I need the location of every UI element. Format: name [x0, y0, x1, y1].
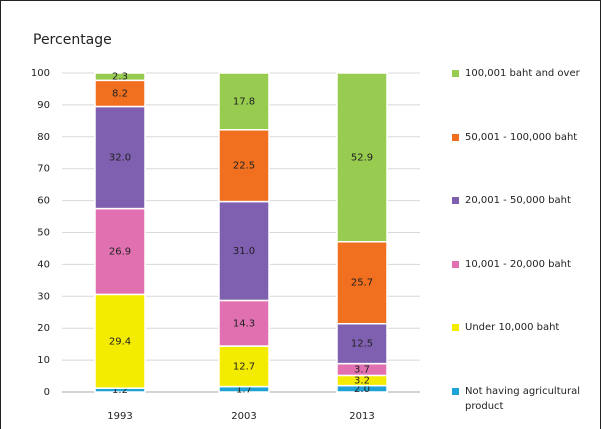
y-tick-label: 100: [31, 68, 50, 79]
bar-segment: [336, 241, 388, 325]
legend: Not having agricultural product Under 10,…: [452, 0, 601, 429]
y-tick-label: 30: [37, 291, 50, 302]
y-tick-label: 20: [37, 323, 50, 334]
legend-swatch: [452, 197, 459, 204]
data-label: 2.0: [354, 384, 370, 395]
legend-item: 50,001 - 100,000 baht: [452, 130, 597, 145]
x-tick-label: 2013: [349, 411, 374, 422]
data-label: 1.7: [236, 384, 252, 395]
data-label: 17.8: [233, 96, 255, 107]
legend-swatch: [452, 387, 459, 395]
data-label: 31.0: [233, 246, 255, 257]
legend-label: 20,001 - 50,000 baht: [465, 195, 571, 206]
legend-label: Not having agricultural product: [465, 385, 580, 412]
data-label: 12.7: [233, 361, 255, 372]
data-label: 25.7: [351, 278, 373, 289]
legend-item: 10,001 - 20,000 baht: [452, 257, 597, 272]
bar-segment: [94, 207, 146, 296]
y-tick-label: 50: [37, 228, 50, 239]
data-label: 1.2: [112, 385, 128, 396]
x-tick-label: 1993: [107, 411, 132, 422]
data-label: 26.9: [109, 246, 131, 257]
legend-item: Not having agricultural product: [452, 384, 597, 414]
data-label: 2.3: [112, 72, 128, 83]
legend-swatch: [452, 324, 459, 331]
y-tick-label: 0: [44, 387, 50, 398]
data-label: 29.4: [109, 336, 131, 347]
bar-segment: [218, 200, 270, 302]
legend-label: Under 10,000 baht: [465, 322, 560, 333]
data-label: 12.5: [351, 339, 373, 350]
legend-label: 50,001 - 100,000 baht: [465, 131, 578, 143]
bar-segment: [336, 72, 388, 243]
bar-segment: [218, 72, 270, 131]
bar-segment: [218, 129, 270, 203]
bar-segment: [94, 72, 146, 82]
legend-swatch: [452, 70, 459, 77]
bar-segment: [94, 79, 146, 108]
chart-title: Percentage: [33, 32, 112, 48]
legend-label: 100,001 baht and over: [465, 68, 580, 79]
y-tick-label: 40: [37, 259, 50, 270]
legend-label: 10,001 - 20,000 baht: [465, 258, 571, 270]
legend-swatch: [452, 133, 459, 141]
y-tick-label: 70: [37, 164, 50, 175]
y-tick-label: 60: [37, 196, 50, 207]
data-label: 52.9: [351, 152, 373, 163]
y-tick-label: 10: [37, 355, 50, 366]
data-label: 32.0: [109, 153, 131, 164]
y-tick-label: 90: [37, 100, 50, 111]
bar-segment: [94, 105, 146, 210]
data-label: 8.2: [112, 88, 128, 99]
y-tick-label: 80: [37, 132, 50, 143]
bar-segment: [218, 345, 270, 388]
data-label: 3.2: [354, 376, 370, 387]
legend-item: Under 10,000 baht: [452, 320, 597, 335]
legend-item: 20,001 - 50,000 baht: [452, 193, 597, 208]
legend-swatch: [452, 260, 459, 268]
legend-item: 100,001 baht and over: [452, 66, 597, 81]
data-label: 22.5: [233, 161, 255, 172]
data-label: 14.3: [233, 318, 255, 329]
x-tick-label: 2003: [231, 411, 256, 422]
data-label: 3.7: [354, 365, 370, 376]
